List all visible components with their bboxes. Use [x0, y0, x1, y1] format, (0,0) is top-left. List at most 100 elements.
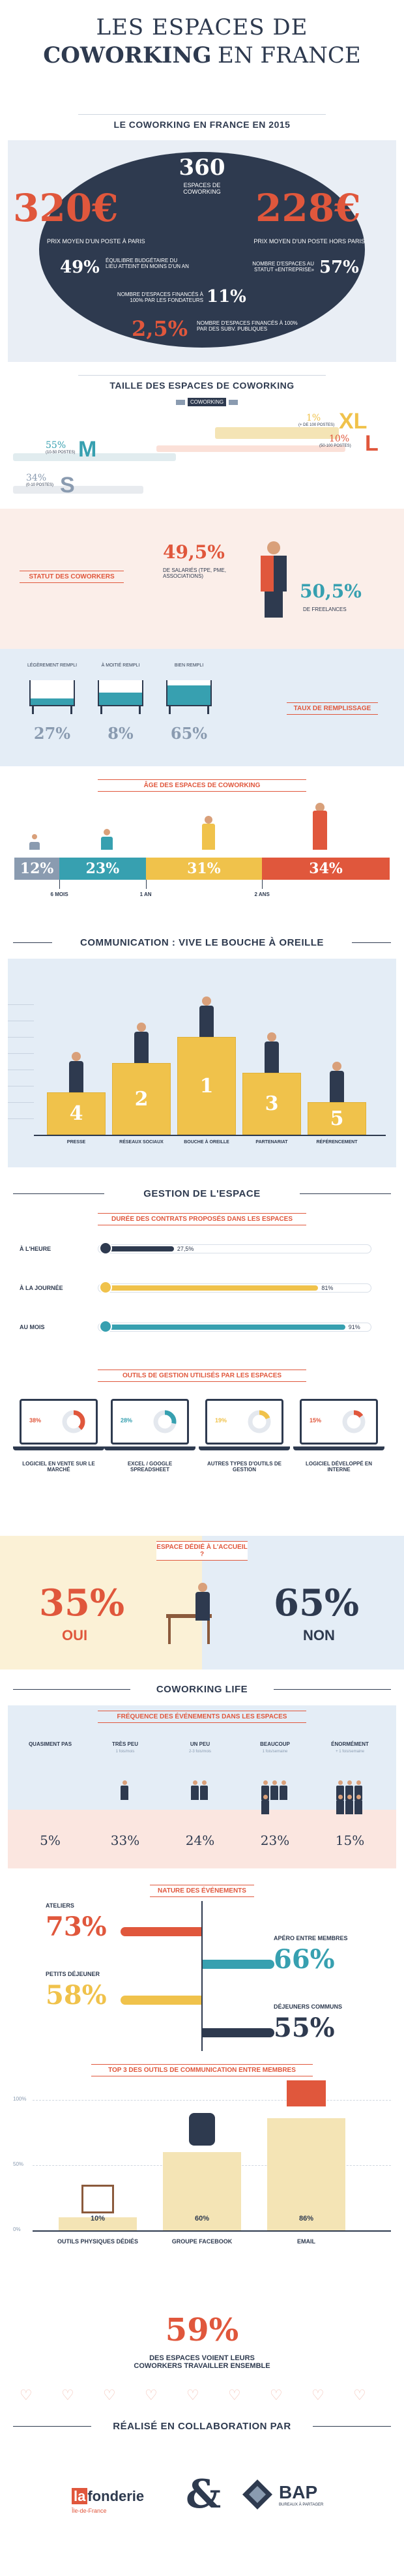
contract-label: À L'HEURE	[20, 1246, 51, 1252]
reception-desk-leg1	[168, 1618, 171, 1644]
contract-value: 91%	[348, 1324, 360, 1330]
tool-donut-icon	[62, 1410, 85, 1433]
nature-value: 73%	[46, 1911, 107, 1942]
tool-donut-arc	[153, 1410, 177, 1433]
frequency-person-body	[270, 1786, 278, 1800]
fill-tank	[29, 680, 75, 706]
heart-icon: ♡	[270, 2387, 283, 2403]
size-s-bar	[13, 486, 143, 494]
comm-axis-label: 50%	[13, 2161, 24, 2167]
heart-icon: ♡	[311, 2387, 325, 2403]
podium-person-body	[134, 1032, 149, 1063]
fill-tank-water	[99, 693, 142, 705]
comm-tool-label: EMAIL	[297, 2238, 315, 2245]
frequency-person-body	[345, 1800, 353, 1814]
tool-laptop-screen: 15%	[300, 1399, 378, 1445]
age-segment-value: 12%	[20, 860, 54, 877]
tool-laptop-base	[199, 1446, 290, 1450]
size-legend: COWORKING	[176, 398, 238, 406]
size-l-pct: 10%	[329, 434, 350, 444]
frequency-label: QUASIMENT PAS	[28, 1741, 72, 1747]
podium-grid-line	[8, 1102, 34, 1103]
frequency-person-body	[280, 1786, 287, 1800]
size-legend-label: COWORKING	[188, 398, 227, 406]
podium-rank: 5	[330, 1107, 344, 1130]
stat3-value: 11%	[207, 287, 246, 307]
events-tag: FRÉQUENCE DES ÉVÉNEMENTS DANS LES ESPACE…	[98, 1711, 306, 1723]
nature-value: 66%	[274, 1944, 335, 1975]
comm-rule-left	[13, 942, 52, 943]
comm-axis-label: 0%	[13, 2226, 21, 2232]
frequency-person-head	[123, 1780, 127, 1785]
partner-fonderie[interactable]: la fonderie Île-de-France	[72, 2488, 163, 2514]
frequency-person-head	[263, 1795, 268, 1799]
coworker-legs	[265, 592, 283, 618]
age-tick-line	[262, 880, 263, 889]
reception-yes-label: OUI	[62, 1627, 88, 1643]
frequency-value: 23%	[260, 1833, 290, 1848]
fill-tank-legs	[169, 706, 209, 714]
freelance-pct: 50,5%	[300, 580, 362, 602]
age-section: ÂGE DES ESPACES DE COWORKING 12% 23% 31% 34…	[0, 766, 404, 923]
contracts-tag: DURÉE DES CONTRATS PROPOSÉS DANS LES ESP…	[98, 1213, 306, 1225]
fill-item-value: 27%	[33, 724, 71, 743]
right-price-label: PRIX MOYEN D'UN POSTE HORS PARIS	[253, 238, 365, 245]
podium-grid-line	[8, 1053, 34, 1054]
life-rule-left	[13, 1689, 130, 1690]
life-section: COWORKING LIFE FRÉQUENCE DES ÉVÉNEMENTS …	[0, 1670, 404, 2406]
overview-panel: 360 ESPACES DE COWORKING 320€ PRIX MOYEN…	[8, 140, 396, 362]
age-segment-value: 31%	[187, 860, 221, 877]
age-segment-value: 23%	[85, 860, 120, 877]
fill-tank	[166, 680, 212, 706]
nature-tag: NATURE DES ÉVÉNEMENTS	[150, 1885, 254, 1897]
podium-label: BOUCHE À OREILLE	[184, 1140, 229, 1145]
size-xl-note: (+ DE 100 POSTES)	[298, 423, 335, 427]
size-xl-bar	[215, 427, 339, 439]
podium-person-body	[330, 1071, 344, 1102]
reception-person-body	[195, 1592, 210, 1621]
reception-desk-top	[166, 1614, 212, 1618]
podium-person-body	[199, 1006, 214, 1037]
podium-person-head	[72, 1052, 81, 1061]
overview-ellipse	[39, 152, 365, 348]
podium-label: RÉSEAUX SOCIAUX	[119, 1140, 164, 1145]
status-section: STATUT DES COWORKERS 49,5% DE SALARIÉS (…	[0, 509, 404, 649]
fill-tank	[98, 680, 143, 706]
comm-tool-value: 10%	[90, 2215, 106, 2223]
fill-item-label: LÉGÈREMENT REMPLI	[27, 663, 78, 668]
age-segment: 12%	[14, 858, 60, 880]
fill-tag: TAUX DE REMPLISSAGE	[287, 702, 378, 715]
podium-person-head	[202, 996, 211, 1006]
comm-axis-label: 100%	[13, 2096, 27, 2102]
nature-label: PETITS DÉJEUNER	[46, 1971, 100, 1977]
status-tag: STATUT DES COWORKERS	[20, 571, 124, 583]
reception-no-pct: 65%	[274, 1581, 360, 1625]
reception-person-head	[198, 1583, 207, 1592]
comm-baseline	[33, 2230, 391, 2232]
podium-block: 2	[112, 1063, 171, 1135]
frequency-person-body	[261, 1800, 269, 1814]
nature-value: 58%	[46, 1980, 107, 2011]
tool-donut-arc	[248, 1410, 271, 1433]
partner-bap[interactable]: BAP BUREAUX À PARTAGER	[241, 2478, 332, 2511]
contract-track	[98, 1283, 371, 1293]
life-title: COWORKING LIFE	[156, 1684, 248, 1695]
contract-icon	[99, 1242, 112, 1255]
size-xl-letter: XL	[339, 409, 368, 434]
frequency-person-head	[338, 1780, 343, 1785]
age-segment: 31%	[145, 858, 263, 880]
contract-fill	[100, 1325, 345, 1330]
fill-tank-legs	[100, 706, 141, 714]
comm-tool-value: 86%	[298, 2215, 314, 2223]
tool-label: EXCEL / GOOGLE SPREADSHEET	[127, 1461, 173, 1473]
nature-label: ATELIERS	[46, 1902, 74, 1909]
share-pct: 59%	[165, 2312, 239, 2348]
fill-item-value: 8%	[108, 724, 134, 743]
facebook-thumb-icon	[189, 2113, 215, 2146]
tool-pct: 28%	[121, 1417, 133, 1424]
footer-rule-left	[13, 2426, 91, 2427]
podium-block: 5	[308, 1102, 366, 1135]
age-segment: 34%	[262, 858, 390, 880]
footer-ampersand: &	[186, 2472, 222, 2517]
frequency-person-body	[336, 1800, 344, 1814]
